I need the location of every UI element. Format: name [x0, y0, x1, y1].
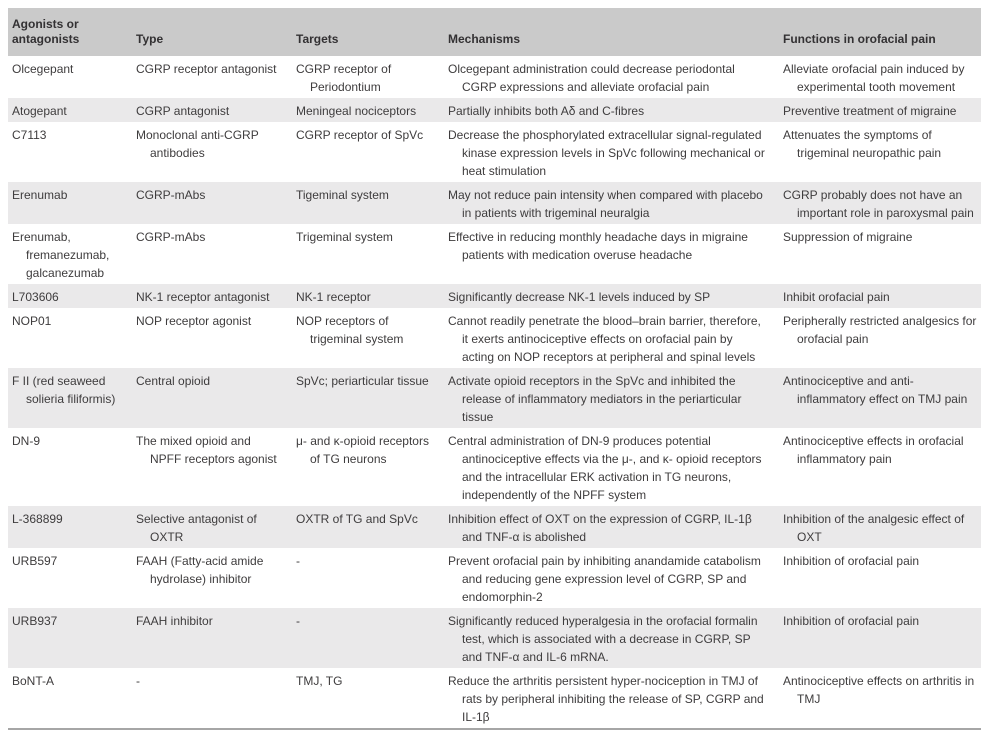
cell-agonist-name: Olcegepant [12, 62, 74, 76]
cell-type: CGRP-mAbs [136, 230, 206, 244]
cell-functions: Alleviate orofacial pain induced by expe… [783, 62, 965, 94]
table-row: Erenumab CGRP-mAbs Tigeminal system May … [8, 182, 981, 224]
cell-mechanisms: Prevent orofacial pain by inhibiting ana… [448, 554, 761, 604]
col-header-targets: Targets [292, 8, 444, 56]
cell-mechanisms: Inhibition effect of OXT on the expressi… [448, 512, 752, 544]
table-row: L703606 NK-1 receptor antagonist NK-1 re… [8, 284, 981, 308]
cell-mechanisms: May not reduce pain intensity when compa… [448, 188, 763, 220]
cell-mechanisms: Olcegepant administration could decrease… [448, 62, 735, 94]
cell-targets: NOP receptors of trigeminal system [296, 314, 404, 346]
cell-agonist-name: F II (red seaweed solieria filiformis) [12, 374, 116, 406]
cell-mechanisms: Central administration of DN-9 produces … [448, 434, 762, 502]
paper-page: Agonists or antagonists Type Targets Mec… [8, 8, 981, 730]
cell-agonist-name: Atogepant [12, 104, 67, 118]
cell-functions: Antinociceptive effects in orofacial inf… [783, 434, 964, 466]
table-header: Agonists or antagonists Type Targets Mec… [8, 8, 981, 56]
cell-mechanisms: Reduce the arthritis persistent hyper-no… [448, 674, 764, 724]
cell-targets: NK-1 receptor [296, 290, 371, 304]
cell-targets: TMJ, TG [296, 674, 343, 688]
table-row: L-368899 Selective antagonist of OXTR OX… [8, 506, 981, 548]
cell-agonist-name: DN-9 [12, 434, 41, 448]
cell-functions: Inhibition of orofacial pain [783, 554, 920, 568]
cell-targets: - [296, 614, 300, 628]
table-row: Olcegepant CGRP receptor antagonist CGRP… [8, 56, 981, 98]
cell-functions: Inhibition of orofacial pain [783, 614, 920, 628]
table-row: NOP01 NOP receptor agonist NOP receptors… [8, 308, 981, 368]
col-header-agonists-or-antagonists: Agonists or antagonists [8, 8, 132, 56]
cell-agonist-name: BoNT-A [12, 674, 55, 688]
cell-mechanisms: Activate opioid receptors in the SpVc an… [448, 374, 742, 424]
table-row: BoNT-A - TMJ, TG Reduce the arthritis pe… [8, 668, 981, 729]
table-row: Atogepant CGRP antagonist Meningeal noci… [8, 98, 981, 122]
cell-agonist-name: Erenumab [12, 188, 68, 202]
cell-functions: Suppression of migraine [783, 230, 913, 244]
cell-type: FAAH (Fatty-acid amide hydrolase) inhibi… [136, 554, 264, 586]
cell-targets: Trigeminal system [296, 230, 393, 244]
cell-functions: Attenuates the symptoms of trigeminal ne… [783, 128, 942, 160]
cell-mechanisms: Decrease the phosphorylated extracellula… [448, 128, 765, 178]
cell-mechanisms: Effective in reducing monthly headache d… [448, 230, 748, 262]
cell-functions: Peripherally restricted analgesics for o… [783, 314, 977, 346]
cell-type: NOP receptor agonist [136, 314, 252, 328]
col-header-type: Type [132, 8, 292, 56]
col-header-functions: Functions in orofacial pain [779, 8, 981, 56]
cell-mechanisms: Partially inhibits both Aδ and C-fibres [448, 104, 645, 118]
cell-type: The mixed opioid and NPFF receptors agon… [136, 434, 277, 466]
cell-agonist-name: L703606 [12, 290, 59, 304]
cell-type: - [136, 674, 140, 688]
cell-functions: Antinociceptive effects on arthritis in … [783, 674, 975, 706]
cell-targets: - [296, 554, 300, 568]
cell-type: Selective antagonist of OXTR [136, 512, 257, 544]
cell-functions: Inhibition of the analgesic effect of OX… [783, 512, 965, 544]
cell-functions: Antinociceptive and anti-inflammatory ef… [783, 374, 968, 406]
cell-functions: Inhibit orofacial pain [783, 290, 890, 304]
table-row: URB597 FAAH (Fatty-acid amide hydrolase)… [8, 548, 981, 608]
header-row: Agonists or antagonists Type Targets Mec… [8, 8, 981, 56]
cell-mechanisms: Significantly decrease NK-1 levels induc… [448, 290, 711, 304]
table-row: URB937 FAAH inhibitor - Significantly re… [8, 608, 981, 668]
cell-functions: CGRP probably does not have an important… [783, 188, 974, 220]
cell-agonist-name: C7113 [12, 128, 47, 142]
cell-targets: SpVc; periarticular tissue [296, 374, 429, 388]
cell-targets: Tigeminal system [296, 188, 389, 202]
cell-type: CGRP antagonist [136, 104, 230, 118]
table-row: DN-9 The mixed opioid and NPFF receptors… [8, 428, 981, 506]
cell-agonist-name: URB597 [12, 554, 58, 568]
cell-agonist-name: URB937 [12, 614, 58, 628]
col-header-mechanisms: Mechanisms [444, 8, 779, 56]
cell-targets: CGRP receptor of Periodontium [296, 62, 392, 94]
table-row: C7113 Monoclonal anti-CGRP antibodies CG… [8, 122, 981, 182]
cell-type: Central opioid [136, 374, 211, 388]
cell-targets: Meningeal nociceptors [296, 104, 417, 118]
table-row: Erenumab, fremanezumab, galcanezumab CGR… [8, 224, 981, 284]
cell-type: CGRP receptor antagonist [136, 62, 277, 76]
cell-type: NK-1 receptor antagonist [136, 290, 270, 304]
cell-agonist-name: Erenumab, fremanezumab, galcanezumab [12, 230, 110, 280]
cell-type: CGRP-mAbs [136, 188, 206, 202]
cell-functions: Preventive treatment of migraine [783, 104, 957, 118]
cell-mechanisms: Cannot readily penetrate the blood–brain… [448, 314, 761, 364]
cell-type: FAAH inhibitor [136, 614, 213, 628]
table-body: Olcegepant CGRP receptor antagonist CGRP… [8, 56, 981, 729]
cell-mechanisms: Significantly reduced hyperalgesia in th… [448, 614, 758, 664]
cell-targets: OXTR of TG and SpVc [296, 512, 418, 526]
cell-agonist-name: L-368899 [12, 512, 63, 526]
table-row: F II (red seaweed solieria filiformis) C… [8, 368, 981, 428]
orofacial-agents-table: Agonists or antagonists Type Targets Mec… [8, 8, 981, 730]
cell-targets: CGRP receptor of SpVc [296, 128, 424, 142]
cell-type: Monoclonal anti-CGRP antibodies [136, 128, 259, 160]
cell-targets: μ- and κ-opioid receptors of TG neurons [296, 434, 429, 466]
cell-agonist-name: NOP01 [12, 314, 52, 328]
